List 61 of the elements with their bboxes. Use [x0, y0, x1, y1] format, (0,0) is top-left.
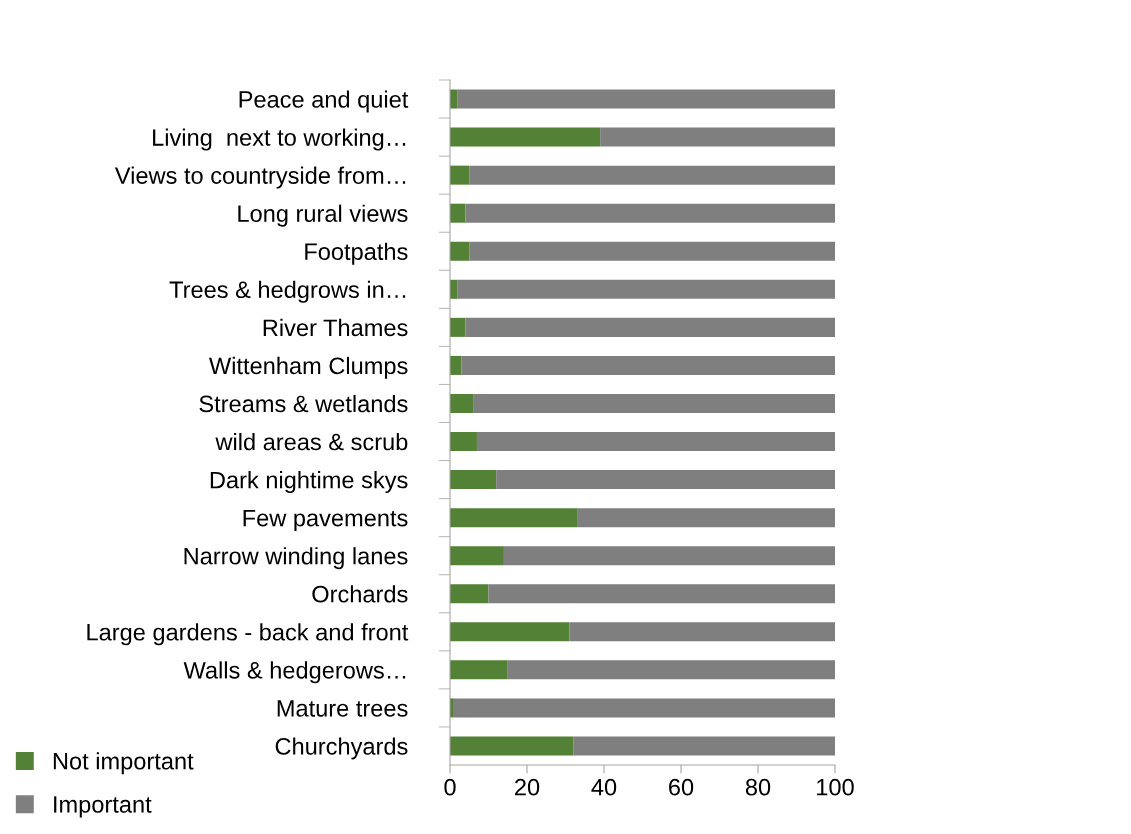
x-tick-label: 80: [745, 778, 771, 796]
bar: [507, 660, 835, 680]
bar: [450, 89, 458, 109]
bar: [450, 508, 578, 528]
y-tick-label: Streams & wetlands: [199, 394, 408, 413]
bar: [450, 393, 474, 413]
bar: [577, 508, 835, 528]
y-tick-label: Footpaths: [305, 242, 408, 265]
bar: [457, 279, 835, 299]
y-tick-label: Few pavements: [243, 509, 408, 532]
y-tick-label: Large gardens - back and front: [87, 623, 409, 646]
x-tick-label: 40: [591, 778, 617, 796]
y-tick-label: Trees & hedgrows in…: [169, 280, 406, 303]
bar: [503, 546, 835, 566]
bar: [453, 698, 835, 718]
bar: [469, 165, 835, 185]
bar: [473, 393, 835, 413]
bar: [450, 470, 497, 490]
y-tick-label: Walls & hedgerows…: [183, 661, 406, 684]
bar: [488, 584, 835, 604]
bar: [450, 165, 470, 185]
x-tick-label: 100: [817, 778, 854, 796]
bar: [450, 736, 574, 756]
y-tick-label: Orchards: [312, 585, 408, 603]
bar: [450, 279, 458, 299]
bar: [450, 432, 477, 452]
bar: [469, 241, 835, 261]
x-tick-label: 60: [669, 778, 694, 796]
y-tick-label: Wittenham Clumps: [209, 356, 408, 379]
y-tick-label: Mature trees: [277, 700, 408, 717]
bar: [450, 546, 504, 566]
bar: [465, 317, 835, 337]
bar: [465, 203, 835, 223]
legend-label: Important: [54, 796, 152, 818]
bar: [457, 89, 835, 109]
bar: [461, 355, 835, 375]
x-tick-label: 20: [515, 778, 540, 796]
y-tick-label: Living next to working…: [153, 128, 406, 151]
y-tick-label: Long rural views: [238, 204, 408, 227]
bar: [569, 622, 835, 642]
y-tick-label: Views to countryside from…: [114, 166, 406, 189]
bar: [450, 584, 489, 604]
y-tick-label: Peace and quiet: [239, 90, 409, 113]
bar: [600, 127, 835, 147]
bar: [450, 660, 508, 680]
bar: [496, 470, 835, 490]
bar: [450, 127, 601, 147]
bar: [450, 241, 470, 261]
y-tick-label: wild areas & scrub: [215, 432, 408, 451]
bar: [450, 355, 462, 375]
bar: [450, 203, 466, 223]
bar: [450, 622, 570, 642]
bar: [476, 432, 835, 452]
y-tick-label: Narrow winding lanes: [184, 547, 408, 570]
bar: [450, 317, 466, 337]
legend-label: Not important: [53, 752, 194, 775]
y-tick-label: Churchyards: [275, 737, 408, 760]
bar: [573, 736, 835, 756]
y-tick-label: River Thames: [263, 318, 408, 337]
x-tick-label: 0: [444, 778, 456, 796]
y-tick-label: Dark nightime skys: [210, 471, 408, 494]
